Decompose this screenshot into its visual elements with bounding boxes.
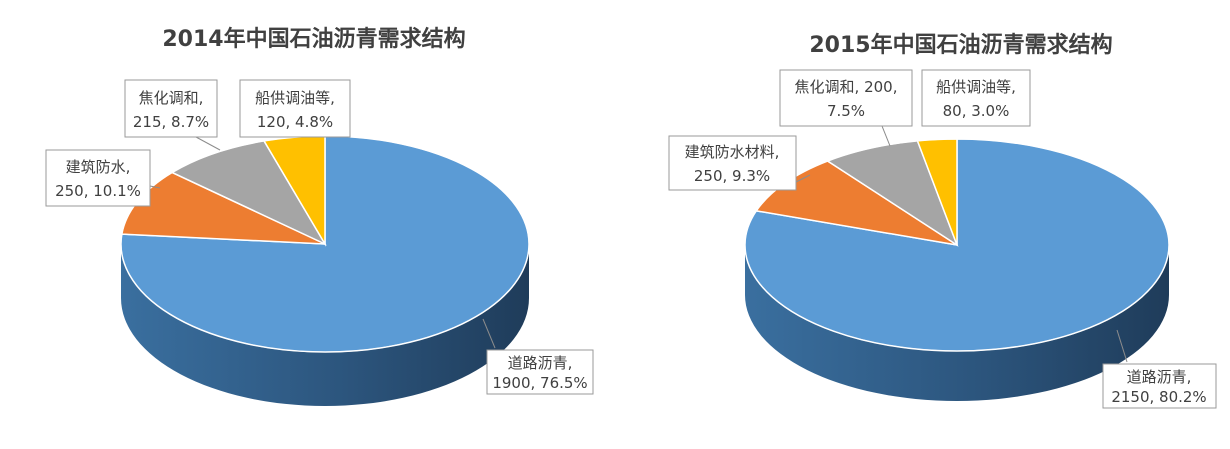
label-box-2015-3 bbox=[921, 69, 1031, 127]
label-box-2015-0 bbox=[1102, 363, 1217, 409]
data-label-2014-0: 道路沥青, 1900, 76.5% bbox=[482, 318, 594, 395]
slice-label-2015-3-line1: 船供调油等, bbox=[936, 78, 1016, 96]
pie-2015-slices bbox=[744, 138, 1170, 401]
leader-line-2014-0 bbox=[482, 318, 496, 349]
slice-label-2015-1-line1: 建筑防水材料, bbox=[685, 143, 780, 161]
leader-line-2014-2 bbox=[195, 136, 221, 151]
label-box-2014-0 bbox=[486, 349, 594, 395]
slice-label-2014-2-line2: 215, 8.7% bbox=[133, 113, 209, 131]
pie-rim-2015 bbox=[744, 138, 1170, 352]
slice-label-2014-1-line1: 建筑防水, bbox=[66, 158, 131, 176]
slice-label-2015-1-line2: 250, 9.3% bbox=[694, 167, 770, 185]
data-label-2014-2: 焦化调和, 215, 8.7% bbox=[124, 79, 221, 151]
slice-label-2014-3-line1: 船供调油等, bbox=[255, 89, 335, 107]
chart-title-2015: 2015年中国石油沥青需求结构 bbox=[809, 32, 1112, 58]
slice-label-2015-2-line1: 焦化调和, 200, bbox=[795, 78, 898, 96]
pie-chart-2014: 2014年中国石油沥青需求结构 道路沥青, 1900, 76.5% 建筑防水, … bbox=[45, 26, 594, 406]
label-box-2015-2 bbox=[779, 69, 913, 127]
data-label-2014-3: 船供调油等, 120, 4.8% bbox=[239, 79, 351, 138]
pie-chart-2015: 2015年中国石油沥青需求结构 道路沥青, 2150, 80.2% 建筑防水材料… bbox=[668, 32, 1217, 409]
pie-side-wall-2015 bbox=[745, 245, 1169, 401]
leader-line-2015-0 bbox=[1116, 329, 1128, 363]
label-box-2014-1 bbox=[45, 149, 151, 207]
slice-label-2014-0-line1: 道路沥青, bbox=[508, 354, 573, 372]
data-label-2015-2: 焦化调和, 200, 7.5% bbox=[779, 69, 913, 147]
leader-line-2014-1 bbox=[149, 185, 161, 189]
label-box-2014-2 bbox=[124, 79, 218, 138]
pie-2014-slices bbox=[120, 135, 530, 406]
slice-label-2015-0-line1: 道路沥青, bbox=[1127, 368, 1192, 386]
label-box-2015-1 bbox=[668, 135, 797, 191]
data-label-2015-1: 建筑防水材料, 250, 9.3% bbox=[668, 135, 811, 191]
slice-label-2015-3-line2: 80, 3.0% bbox=[943, 102, 1010, 120]
chart-title-2014: 2014年中国石油沥青需求结构 bbox=[162, 26, 465, 52]
leader-line-2015-1 bbox=[795, 174, 811, 183]
slice-label-2014-3-line2: 120, 4.8% bbox=[257, 113, 333, 131]
data-label-2014-1: 建筑防水, 250, 10.1% bbox=[45, 149, 161, 207]
slice-label-2014-2-line1: 焦化调和, bbox=[139, 89, 204, 107]
label-box-2014-3 bbox=[239, 79, 351, 138]
slice-label-2014-1-line2: 250, 10.1% bbox=[55, 182, 141, 200]
pie-side-wall-2014 bbox=[121, 244, 529, 406]
data-label-2015-0: 道路沥青, 2150, 80.2% bbox=[1102, 329, 1217, 409]
slice-label-2014-0-line2: 1900, 76.5% bbox=[492, 374, 587, 392]
data-label-2015-3: 船供调油等, 80, 3.0% bbox=[921, 69, 1031, 127]
slice-label-2015-0-line2: 2150, 80.2% bbox=[1111, 388, 1206, 406]
leader-line-2015-2 bbox=[881, 125, 891, 147]
slice-label-2015-2-line2: 7.5% bbox=[827, 102, 865, 120]
